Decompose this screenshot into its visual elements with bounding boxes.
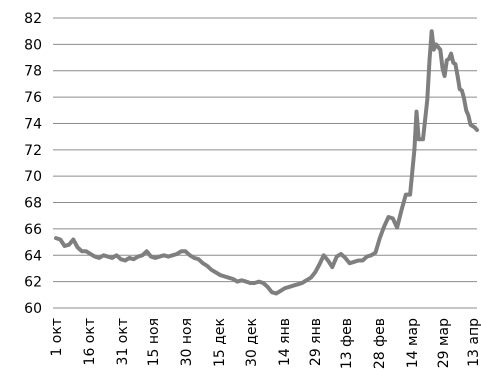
y-tick-label: 82 — [24, 11, 42, 27]
price-series-line — [54, 29, 479, 296]
x-tick-label: 13 фев — [339, 318, 355, 369]
y-tick-label: 80 — [24, 37, 42, 53]
gridlines — [53, 17, 477, 309]
x-tick-label: 13 апр — [466, 318, 481, 367]
y-tick-label: 60 — [24, 301, 42, 317]
y-tick-label: 70 — [24, 169, 42, 185]
y-axis-ticks: 60 62 64 66 68 70 72 74 76 78 80 82 — [24, 11, 42, 317]
x-tick-label: 14 янв — [277, 318, 293, 366]
y-tick-label: 78 — [24, 64, 42, 80]
y-tick-label: 68 — [24, 196, 42, 212]
x-tick-label: 30 дек — [244, 318, 260, 367]
x-tick-label: 29 янв — [308, 318, 324, 366]
x-axis-ticks: 1 окт 16 окт 31 окт 15 ноя 30 ноя 15 дек 30 де… — [49, 318, 481, 369]
y-tick-label: 64 — [24, 248, 42, 264]
y-tick-label: 66 — [24, 222, 42, 238]
x-tick-label: 1 окт — [49, 318, 65, 357]
y-tick-label: 74 — [24, 116, 42, 132]
y-tick-label: 62 — [24, 275, 42, 291]
x-tick-label: 29 мар — [436, 318, 452, 368]
x-tick-label: 15 ноя — [146, 318, 162, 366]
x-tick-label: 16 окт — [82, 318, 98, 365]
y-tick-label: 72 — [24, 143, 42, 159]
x-tick-label: 15 дек — [212, 318, 228, 367]
y-tick-label: 76 — [24, 90, 42, 106]
x-tick-label: 31 окт — [115, 318, 131, 365]
x-tick-label: 14 мар — [405, 318, 421, 368]
x-tick-label: 28 фев — [372, 318, 388, 369]
x-tick-label: 30 ноя — [179, 318, 195, 366]
